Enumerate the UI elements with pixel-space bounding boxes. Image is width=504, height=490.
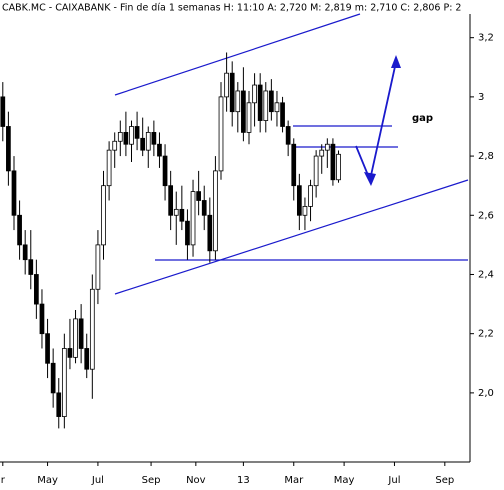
candle-body [78,318,84,349]
candle-body [22,244,28,261]
candle-body [207,214,213,252]
candle-body [257,84,263,121]
candle-body [291,143,297,187]
candle-body [145,131,151,151]
candle-body [168,185,174,216]
candle-body [157,143,162,157]
candle-body [201,200,207,216]
candle-body [17,214,22,246]
candle-body [73,318,78,358]
candle-body [39,303,45,335]
x-tick-label: May [334,475,355,486]
candle-body [101,185,106,246]
candle-body [196,191,201,201]
candle-body [34,274,39,305]
candle-body [0,96,6,127]
candle-body [246,102,252,133]
candle-body [179,208,185,222]
candle-body [95,244,101,290]
candle-body [162,155,168,187]
candle-body [296,185,302,216]
arrow-head [364,172,376,186]
candle-body [302,205,308,216]
candle-body [218,96,224,172]
candle-body [50,362,56,394]
candle-body [263,90,269,121]
candle-body [241,90,246,133]
candle-body [229,72,235,113]
candle-body [330,143,336,181]
x-tick-label: 13 [237,475,250,486]
channel-bottom [114,179,469,295]
y-tick-label: 2,6 [478,210,494,221]
candle-body [308,185,313,207]
candle-body [140,137,146,151]
candle-body [45,333,50,364]
candle-body [134,126,140,139]
chart-title: CABK.MC - CAIXABANK - Fin de día 1 seman… [2,3,461,14]
x-tick-label: Jul [387,475,400,486]
candle-body [129,126,134,145]
candle-body [319,149,325,157]
candle-body [28,259,34,275]
trend-lines [114,13,469,295]
arrow-head [391,55,401,68]
candle-body [324,143,330,151]
annotation: gap [412,113,433,124]
candle-body [123,131,129,145]
candle-body [313,155,319,187]
candle-body [185,220,190,246]
x-tick-label: May [37,475,58,486]
candle-body [11,170,17,216]
candle-body [56,392,62,417]
y-tick-label: 3 [478,92,484,103]
candle-body [269,90,274,113]
y-tick-label: 2,0 [478,388,494,399]
x-tick-label: r [1,475,6,486]
y-tick-label: 2,2 [478,329,494,340]
y-tick-label: 2,8 [478,151,494,162]
candle-body [190,191,196,246]
candle-body [235,90,241,113]
candle-body [151,131,157,145]
candle-body [285,126,291,145]
y-tick-label: 3,2 [478,33,494,44]
candle-body [6,126,11,172]
candle-body [224,72,229,98]
candle-body [61,348,67,417]
channel-top [114,13,361,96]
candle-body [117,131,123,142]
candle-body [336,153,341,181]
candle-body [213,170,218,252]
candle-body [280,102,285,127]
candle-body [67,348,73,358]
x-tick-label: Nov [186,475,206,486]
x-tick-label: Mar [284,475,304,486]
candle-body [84,348,90,370]
candle-body [112,140,118,151]
candle-body [252,84,257,104]
x-tick-label: Sep [142,475,161,486]
candle-body [274,102,280,113]
candle-body [89,288,95,370]
candle-body [173,208,179,216]
x-tick-label: Jul [91,475,104,486]
y-tick-label: 2,4 [478,269,494,280]
candle-body [106,149,112,187]
x-tick-label: Sep [435,475,454,486]
